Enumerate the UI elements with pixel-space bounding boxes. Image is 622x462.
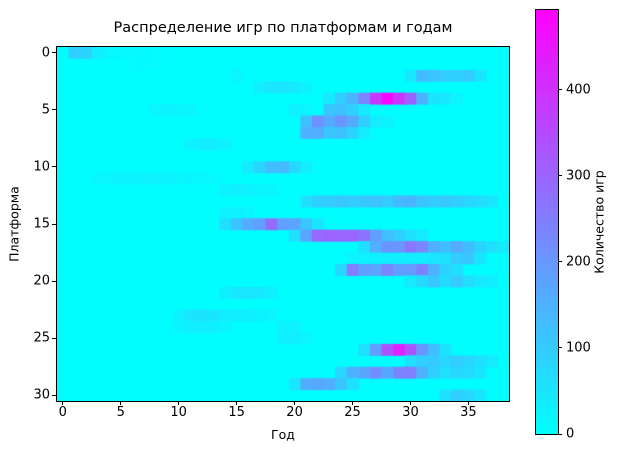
x-axis-tick-label: 35 [460, 405, 477, 420]
y-axis-tick-label: 30 [33, 387, 50, 403]
x-tick-mark [178, 401, 180, 405]
x-tick-mark [467, 401, 469, 405]
y-tick-mark [52, 166, 56, 168]
chart-title: Распределение игр по платформам и годам [113, 20, 453, 36]
x-axis-tick-label: 15 [228, 405, 245, 420]
y-tick-mark [52, 280, 56, 282]
heatmap-plot-area [56, 46, 510, 402]
y-axis-tick-label: 25 [33, 330, 50, 346]
x-axis-tick-label: 10 [170, 405, 187, 420]
y-axis-tick-label: 10 [33, 159, 50, 175]
x-tick-mark [409, 401, 411, 405]
colorbar-tick-mark [558, 89, 562, 91]
colorbar-label: Количество игр [591, 170, 607, 274]
x-tick-mark [352, 401, 354, 405]
colorbar-tick-label: 0 [566, 426, 575, 442]
y-tick-mark [52, 52, 56, 54]
y-axis-tick-label: 15 [33, 216, 50, 232]
y-tick-mark [52, 223, 56, 225]
colorbar [535, 9, 559, 435]
y-tick-mark [52, 337, 56, 339]
x-axis-tick-label: 5 [116, 405, 125, 420]
x-tick-mark [62, 401, 64, 405]
x-tick-mark [236, 401, 238, 405]
colorbar-gradient [536, 10, 558, 434]
x-tick-mark [294, 401, 296, 405]
colorbar-tick-mark [558, 433, 562, 435]
y-axis-tick-label: 20 [33, 273, 50, 289]
y-tick-mark [52, 394, 56, 396]
x-axis-tick-label: 0 [58, 405, 67, 420]
x-axis-tick-label: 20 [286, 405, 303, 420]
colorbar-tick-mark [558, 261, 562, 263]
y-axis-tick-label: 5 [41, 102, 50, 118]
y-axis-tick-label: 0 [41, 45, 50, 61]
colorbar-tick-label: 100 [566, 340, 591, 356]
x-tick-mark [120, 401, 122, 405]
x-axis-label: Год [271, 427, 295, 442]
x-axis-tick-label: 25 [344, 405, 361, 420]
colorbar-tick-mark [558, 347, 562, 349]
heatmap-canvas [57, 47, 509, 401]
colorbar-tick-mark [558, 175, 562, 177]
y-tick-mark [52, 109, 56, 111]
colorbar-tick-label: 200 [566, 254, 591, 270]
colorbar-tick-label: 400 [566, 82, 591, 98]
x-axis-tick-label: 30 [402, 405, 419, 420]
colorbar-tick-label: 300 [566, 168, 591, 184]
